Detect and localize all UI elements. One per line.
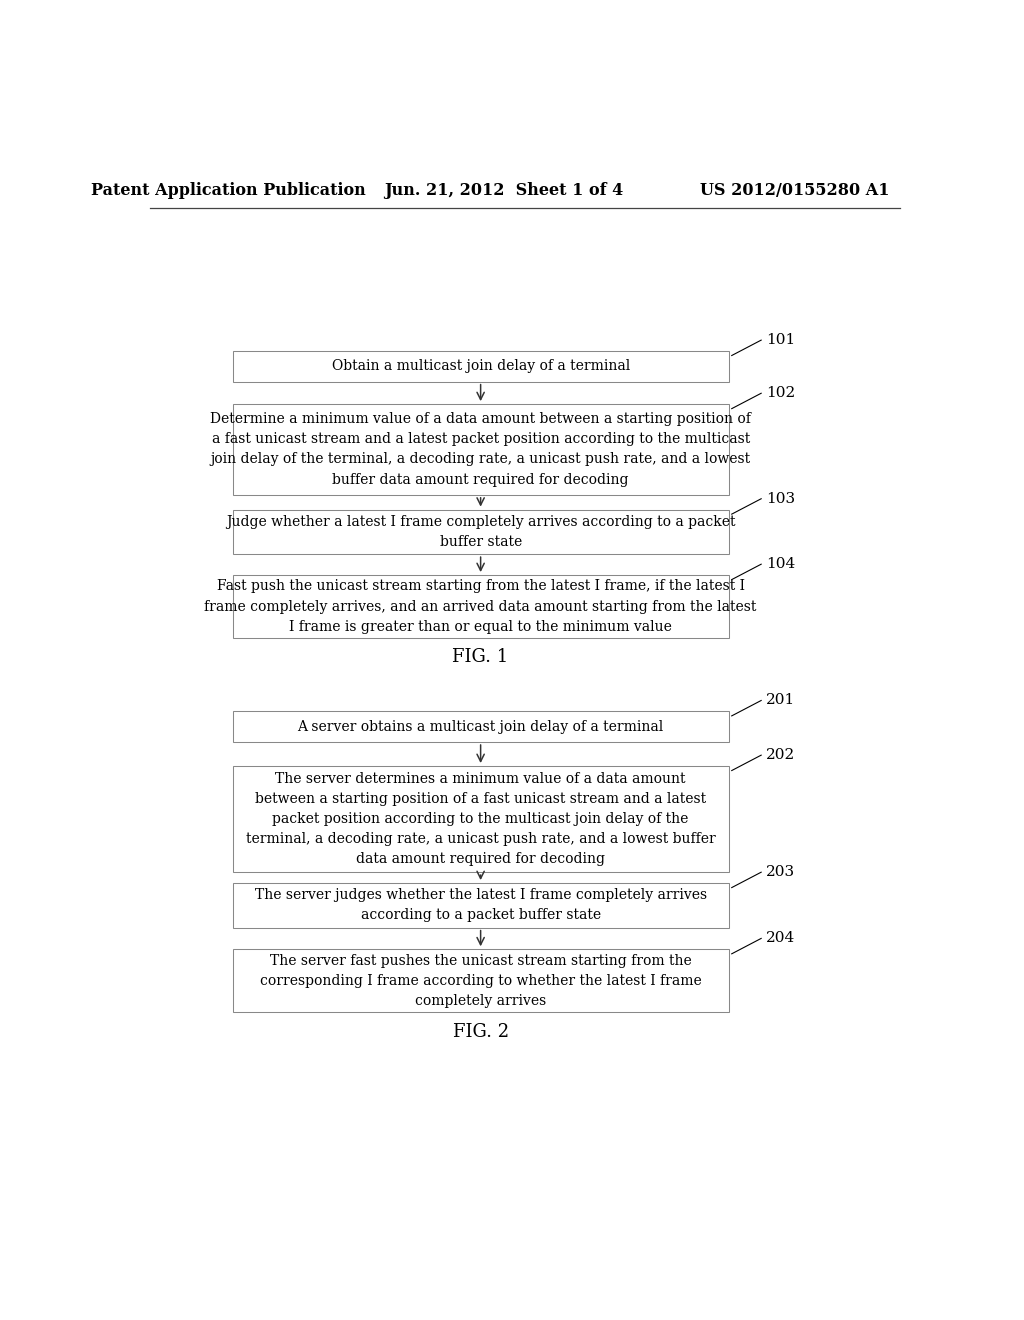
Text: 103: 103 xyxy=(766,492,795,506)
Text: US 2012/0155280 A1: US 2012/0155280 A1 xyxy=(699,182,889,199)
Text: 204: 204 xyxy=(766,932,795,945)
Text: Patent Application Publication: Patent Application Publication xyxy=(91,182,367,199)
FancyBboxPatch shape xyxy=(232,949,729,1012)
Text: A server obtains a multicast join delay of a terminal: A server obtains a multicast join delay … xyxy=(298,719,664,734)
Text: Determine a minimum value of a data amount between a starting position of
a fast: Determine a minimum value of a data amou… xyxy=(210,412,751,487)
Text: Fast push the unicast stream starting from the latest I frame, if the latest I
f: Fast push the unicast stream starting fr… xyxy=(205,579,757,634)
FancyBboxPatch shape xyxy=(232,711,729,742)
Text: Judge whether a latest I frame completely arrives according to a packet
buffer s: Judge whether a latest I frame completel… xyxy=(226,515,735,549)
Text: 201: 201 xyxy=(766,693,795,708)
FancyBboxPatch shape xyxy=(232,766,729,873)
Text: Jun. 21, 2012  Sheet 1 of 4: Jun. 21, 2012 Sheet 1 of 4 xyxy=(384,182,624,199)
FancyBboxPatch shape xyxy=(232,883,729,928)
FancyBboxPatch shape xyxy=(232,576,729,638)
Text: The server fast pushes the unicast stream starting from the
corresponding I fram: The server fast pushes the unicast strea… xyxy=(260,954,701,1007)
Text: 102: 102 xyxy=(766,387,795,400)
Text: 203: 203 xyxy=(766,865,795,879)
Text: FIG. 1: FIG. 1 xyxy=(453,648,509,667)
Text: The server determines a minimum value of a data amount
between a starting positi: The server determines a minimum value of… xyxy=(246,772,716,866)
Text: The server judges whether the latest I frame completely arrives
according to a p: The server judges whether the latest I f… xyxy=(255,888,707,923)
Text: FIG. 2: FIG. 2 xyxy=(453,1023,509,1041)
FancyBboxPatch shape xyxy=(232,404,729,495)
Text: Obtain a multicast join delay of a terminal: Obtain a multicast join delay of a termi… xyxy=(332,359,630,374)
Text: 101: 101 xyxy=(766,333,795,347)
FancyBboxPatch shape xyxy=(232,351,729,381)
FancyBboxPatch shape xyxy=(232,510,729,554)
Text: 104: 104 xyxy=(766,557,795,572)
Text: 202: 202 xyxy=(766,748,795,762)
